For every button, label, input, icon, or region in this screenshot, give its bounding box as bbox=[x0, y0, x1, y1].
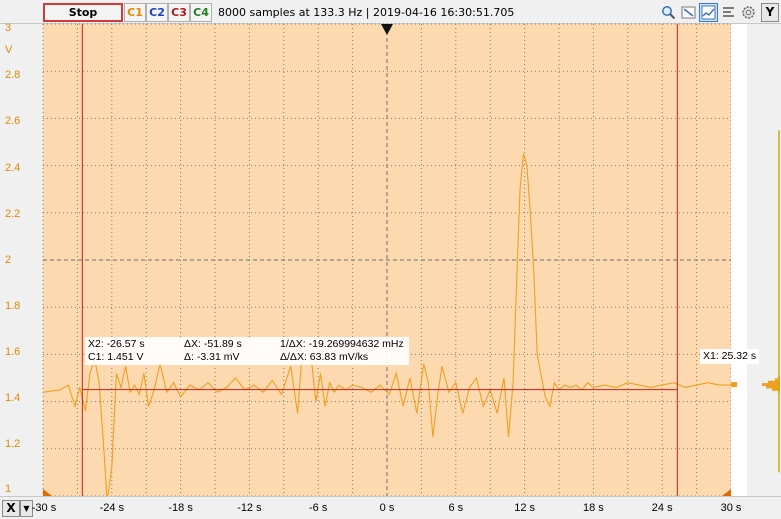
histogram-bin bbox=[772, 387, 780, 391]
level-marker bbox=[731, 382, 737, 388]
y-tick-label: 3 bbox=[5, 22, 12, 34]
signal-trace bbox=[42, 153, 731, 501]
y-tick-label: 2.2 bbox=[5, 208, 21, 220]
inv-delta-x-value: 1/ΔX: -19.269994632 mHz bbox=[280, 338, 404, 350]
left-marker bbox=[43, 489, 52, 496]
x-tick-label: 0 s bbox=[379, 502, 395, 514]
cursor-delta-readout: ΔX: -51.89 s Δ: -3.31 mV bbox=[181, 337, 277, 365]
y-tick-label: 2.8 bbox=[5, 69, 21, 81]
x-tick-label: 18 s bbox=[582, 502, 604, 514]
x-tick-label: 30 s bbox=[720, 502, 742, 514]
y-axis-button[interactable]: Y bbox=[761, 3, 779, 22]
trace-group bbox=[42, 153, 731, 501]
channel-1-toggle[interactable]: C1 bbox=[124, 3, 146, 22]
x-tick-label: -18 s bbox=[168, 502, 193, 514]
chevron-down-icon[interactable]: ▼ bbox=[20, 500, 33, 517]
y-tick-label: 1 bbox=[5, 483, 12, 495]
y-axis-unit: V bbox=[5, 44, 13, 56]
delta-x-value: ΔX: -51.89 s bbox=[184, 338, 242, 350]
settings-icon[interactable] bbox=[739, 3, 758, 22]
x-axis-button[interactable]: X bbox=[2, 500, 20, 517]
cursor-group bbox=[81, 24, 678, 496]
delta-y-value: Δ: -3.31 mV bbox=[184, 351, 240, 363]
x-tick-label: -12 s bbox=[237, 502, 262, 514]
zoom-icon[interactable] bbox=[659, 3, 678, 22]
channel-3-toggle[interactable]: C3 bbox=[168, 3, 190, 22]
x-tick-label: -24 s bbox=[99, 502, 125, 514]
cursor-x1-readout: X1: 25.32 s bbox=[700, 349, 760, 364]
stop-button[interactable]: Stop bbox=[43, 3, 123, 22]
y-axis: 3 V 2.8 2.6 2.4 2.2 2 1.8 1.6 1.4 1.2 1 bbox=[0, 22, 42, 495]
toolbar: Stop C1 C2 C3 C4 8000 samples at 133.3 H… bbox=[0, 0, 781, 24]
x-axis-bar: X ▼ -30 s -24 s -18 s -12 s -6 s 0 s 6 s 12 s 18… bbox=[0, 496, 781, 519]
right-strip bbox=[731, 24, 747, 496]
x-tick-label: -30 s bbox=[31, 502, 57, 514]
list-view-icon[interactable] bbox=[719, 3, 738, 22]
x-tick-label: 6 s bbox=[448, 502, 464, 514]
histogram-bin bbox=[775, 378, 780, 382]
x-tick-label: 12 s bbox=[514, 502, 535, 514]
y-tick-label: 1.6 bbox=[5, 346, 21, 358]
slope-value: Δ/ΔX: 63.83 mV/ks bbox=[280, 351, 369, 363]
trigger-marker bbox=[381, 24, 393, 35]
chart-view-icon[interactable] bbox=[699, 3, 718, 22]
histogram-bin bbox=[762, 383, 780, 387]
y-tick-label: 2.4 bbox=[5, 162, 21, 174]
histogram-bin bbox=[768, 380, 780, 384]
x-tick-label: 24 s bbox=[651, 502, 673, 514]
y-tick-label: 1.2 bbox=[5, 438, 21, 450]
right-marker bbox=[722, 489, 731, 496]
cursor-measure-icon[interactable] bbox=[679, 3, 698, 22]
histogram-bin bbox=[766, 385, 780, 389]
x2-value: X2: -26.57 s bbox=[88, 338, 145, 350]
y-tick-label: 2.6 bbox=[5, 115, 21, 127]
y-tick-label: 1.4 bbox=[5, 392, 21, 404]
channel-2-toggle[interactable]: C2 bbox=[146, 3, 168, 22]
acquisition-info: 8000 samples at 133.3 Hz | 2019-04-16 16… bbox=[218, 6, 515, 19]
channel-4-toggle[interactable]: C4 bbox=[190, 3, 212, 22]
x-tick-label: -6 s bbox=[309, 502, 328, 514]
cursor-x2-readout: X2: -26.57 s C1: 1.451 V bbox=[85, 337, 181, 365]
overlay-group bbox=[43, 24, 780, 496]
y-tick-label: 1.8 bbox=[5, 300, 21, 312]
c1-value: C1: 1.451 V bbox=[88, 351, 144, 363]
y-tick-label: 2 bbox=[5, 254, 12, 266]
cursor-rate-readout: 1/ΔX: -19.269994632 mHz Δ/ΔX: 63.83 mV/k… bbox=[277, 337, 409, 365]
